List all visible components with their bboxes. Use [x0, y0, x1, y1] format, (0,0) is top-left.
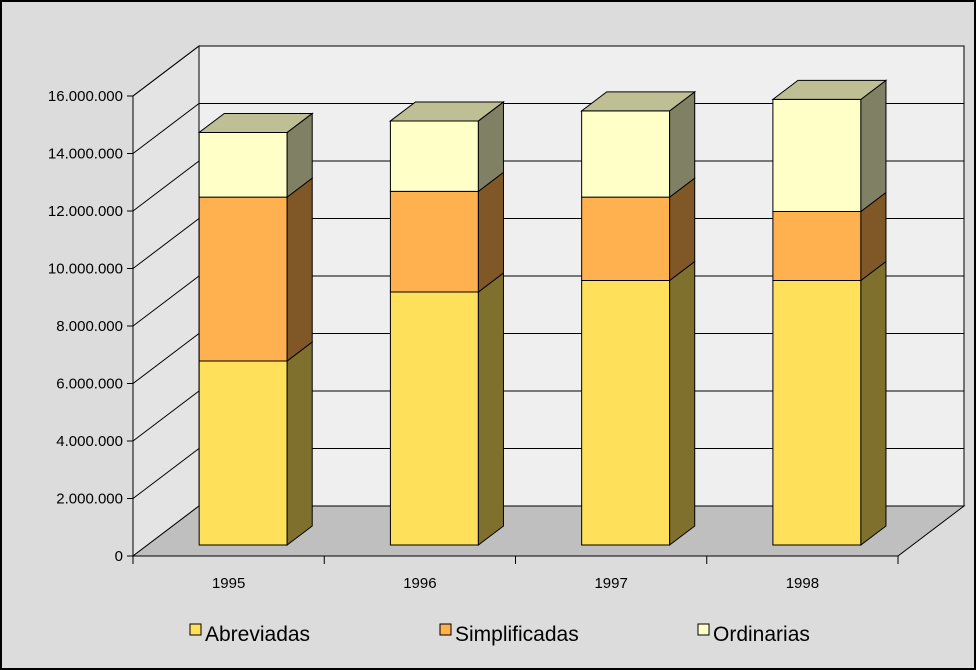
x-tick-label: 1995 [212, 575, 245, 592]
bar-top-1997 [580, 91, 697, 112]
x-tick-label: 1997 [594, 575, 627, 592]
legend: Abreviadas Simplificadas Ordinarias [189, 623, 810, 646]
y-tick-label: 6.000.000 [56, 376, 123, 393]
axes [127, 95, 899, 564]
legend-swatch-0 [189, 623, 202, 636]
gridline [132, 103, 964, 154]
bars [197, 79, 888, 547]
bar-side-1996-1 [477, 171, 504, 294]
x-tick-labels: 1995 1996 1997 1998 [212, 575, 819, 592]
bar-front-1998-1 [772, 211, 862, 281]
bar-front-1998-0 [772, 280, 862, 546]
y-tick-label: 12.000.000 [48, 203, 123, 220]
bar-front-1998-2 [772, 98, 862, 212]
y-tick-label: 4.000.000 [56, 433, 123, 450]
bar-side-1997-0 [669, 260, 696, 547]
legend-label-0: Abreviadas [205, 623, 310, 646]
bar-side-1995-0 [286, 340, 313, 547]
y-tick-label: 8.000.000 [56, 318, 123, 335]
bar-side-1995-1 [286, 177, 313, 363]
bar-top-1996 [388, 101, 505, 122]
legend-swatch-2 [697, 623, 710, 636]
legend-label-2: Ordinarias [713, 623, 810, 646]
y-tick-label: 10.000.000 [48, 261, 123, 278]
y-tick-label: 0 [115, 548, 123, 565]
bar-top-1998 [771, 79, 888, 100]
y-tick-labels: 0 2.000.000 4.000.000 6.000.000 8.000.000 10.… [48, 88, 123, 565]
legend-label-1: Simplificadas [455, 623, 579, 646]
bar-front-1996-1 [389, 190, 479, 293]
gridline [132, 45, 964, 97]
y-tick-label: 16.000.000 [48, 88, 123, 105]
y-tick-label: 2.000.000 [56, 491, 123, 508]
y-tick-label: 14.000.000 [48, 146, 123, 163]
bar-front-1995-0 [198, 360, 288, 546]
bar-side-1996-0 [477, 271, 504, 547]
bar-front-1997-1 [581, 196, 671, 281]
bar-side-1998-0 [860, 260, 887, 547]
bar-top-1995 [197, 112, 314, 133]
bar-front-1995-2 [198, 131, 288, 198]
bar-front-1997-2 [581, 110, 671, 198]
x-tick-label: 1996 [403, 575, 436, 592]
bar-front-1996-0 [389, 291, 479, 546]
x-tick-label: 1998 [786, 575, 819, 592]
bar-side-1998-2 [860, 79, 887, 213]
bar-front-1995-1 [198, 196, 288, 362]
bar-front-1996-2 [389, 120, 479, 192]
bar-front-1997-0 [581, 280, 671, 546]
legend-swatch-1 [439, 623, 452, 636]
